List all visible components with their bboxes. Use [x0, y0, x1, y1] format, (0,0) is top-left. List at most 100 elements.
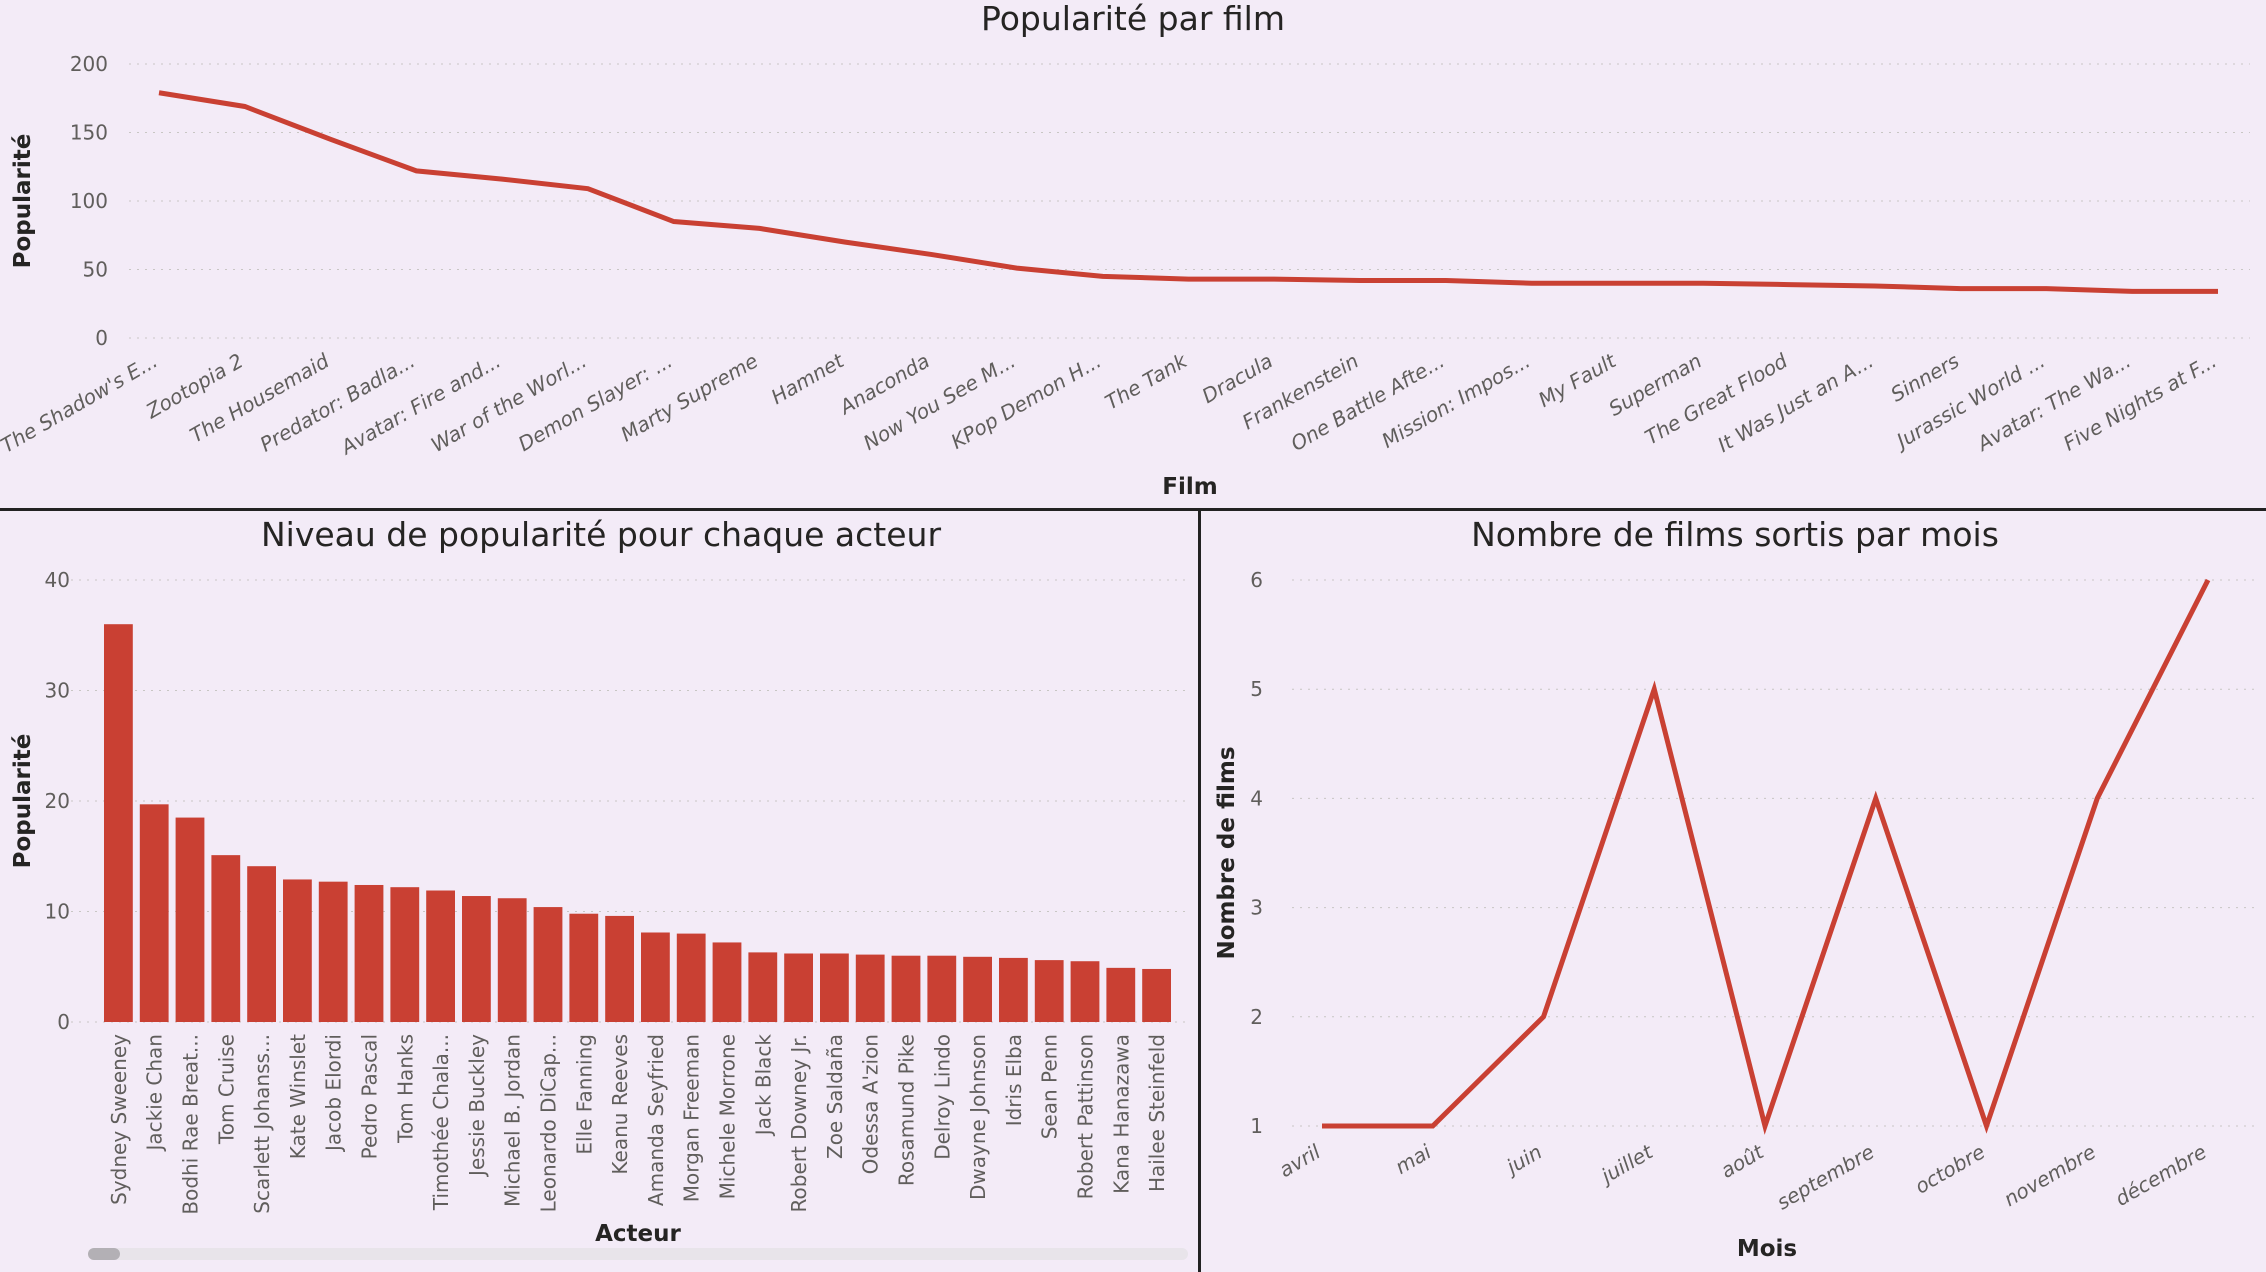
y-tick-label: 6	[1250, 568, 1263, 592]
x-tick-label: Timothée Chala...	[429, 1034, 453, 1211]
film-popularity-panel: Popularité par film 0 50 100 150 200 Popularit…	[0, 0, 2266, 511]
x-tick-label: Pedro Pascal	[358, 1034, 382, 1159]
y-tick-label: 10	[45, 900, 70, 924]
x-tick-label: Five Nights at F...	[2059, 349, 2220, 456]
x-tick-label: Sean Penn	[1038, 1034, 1062, 1139]
bar	[1106, 967, 1136, 1022]
chart-title: Popularité par film	[981, 0, 1285, 38]
y-tick-label: 2	[1250, 1005, 1263, 1029]
bar	[283, 879, 312, 1022]
x-tick-label: Leonardo DiCap...	[537, 1034, 561, 1212]
x-tick-label: The Tank	[1101, 348, 1192, 415]
monthly-releases-panel: Nombre de films sortis par mois 1 2 3 4 5 6 Nom…	[1201, 511, 2266, 1272]
x-tick-label: Bodhi Rae Breat...	[179, 1034, 203, 1215]
x-tick-label: Dwayne Johnson	[966, 1034, 990, 1200]
bar	[211, 855, 241, 1022]
bar	[390, 887, 420, 1022]
x-tick-label: Now You See M...	[859, 349, 1019, 455]
bar	[963, 956, 992, 1022]
bar	[605, 915, 634, 1022]
bar	[175, 817, 205, 1022]
x-tick-label: décembre	[2111, 1140, 2210, 1211]
x-tick-label: Elle Fanning	[572, 1034, 596, 1155]
bar	[1034, 960, 1064, 1022]
horizontal-scrollbar[interactable]	[88, 1248, 1188, 1260]
bar	[676, 933, 706, 1022]
y-tick-label: 30	[45, 679, 70, 703]
x-tick-label: Amanda Seyfried	[644, 1034, 668, 1206]
y-tick-label: 4	[1250, 786, 1263, 810]
x-tick-label: Scarlett Johanss...	[250, 1034, 274, 1214]
bar	[533, 907, 563, 1022]
y-axis-label: Popularité	[10, 134, 36, 269]
x-tick-label: Rosamund Pike	[895, 1034, 919, 1186]
x-tick-label: Robert Pattinson	[1074, 1034, 1098, 1199]
x-axis-label: Acteur	[595, 1221, 681, 1247]
bar	[497, 898, 527, 1022]
x-tick-label: Morgan Freeman	[680, 1034, 704, 1202]
film-popularity-chart: Popularité par film 0 50 100 150 200 Popularit…	[0, 0, 2250, 500]
x-tick-label: The Shadow's E...	[0, 349, 161, 458]
monthly-releases-chart: Nombre de films sortis par mois 1 2 3 4 5 6 Nom…	[1214, 515, 2256, 1262]
bar	[712, 942, 742, 1022]
x-tick-label: Idris Elba	[1002, 1034, 1026, 1126]
bar	[247, 866, 276, 1022]
bar	[820, 953, 849, 1022]
chart-title: Niveau de popularité pour chaque acteur	[261, 515, 941, 554]
x-tick-label: juillet	[1594, 1139, 1657, 1189]
scrollbar-thumb[interactable]	[88, 1248, 120, 1260]
x-tick-label: Jurassic World ...	[1889, 349, 2049, 455]
y-axis-label: Nombre de films	[1214, 746, 1240, 959]
bar	[426, 890, 455, 1022]
x-tick-label: It Was Just an A...	[1713, 349, 1877, 457]
bar	[354, 884, 384, 1022]
x-tick-label: Avatar: The Wa...	[1971, 349, 2134, 457]
bar	[139, 804, 169, 1022]
x-tick-label: Jessie Buckley	[465, 1034, 489, 1178]
bar	[891, 955, 921, 1022]
x-tick-label: Odessa A'zion	[859, 1034, 883, 1174]
x-axis-label: Mois	[1737, 1236, 1797, 1262]
y-tick-label: 200	[70, 52, 108, 76]
y-tick-label: 100	[70, 189, 108, 213]
bar	[1142, 968, 1171, 1022]
bar	[927, 955, 957, 1022]
x-tick-label: War of the Worl...	[427, 349, 591, 457]
y-tick-label: 5	[1250, 677, 1263, 701]
bar	[748, 952, 778, 1022]
x-tick-label: Jack Black	[751, 1034, 775, 1138]
x-tick-label: avril	[1275, 1139, 1325, 1182]
y-tick-label: 50	[83, 258, 108, 282]
x-tick-label: Mission: Impos...	[1378, 349, 1535, 453]
bar	[318, 881, 348, 1022]
x-tick-label: Jacob Elordi	[322, 1034, 346, 1153]
bar	[462, 896, 491, 1022]
actor-popularity-chart: Niveau de popularité pour chaque acteur 0…	[10, 515, 1190, 1247]
x-tick-label: Kate Winslet	[286, 1034, 310, 1159]
x-tick-label: septembre	[1772, 1140, 1878, 1215]
x-tick-label: Tom Hanks	[393, 1034, 417, 1144]
bar	[1070, 961, 1100, 1022]
x-tick-label: Kana Hanazawa	[1109, 1034, 1133, 1194]
x-tick-label: Sydney Sweeney	[107, 1034, 131, 1205]
y-tick-label: 0	[57, 1010, 70, 1034]
x-tick-label: Jackie Chan	[143, 1034, 167, 1153]
actor-popularity-panel: Niveau de popularité pour chaque acteur 0…	[0, 511, 1201, 1272]
bar	[784, 953, 813, 1022]
x-tick-label: Michael B. Jordan	[501, 1034, 525, 1207]
y-tick-label: 0	[95, 326, 108, 350]
x-tick-label: novembre	[2000, 1140, 2100, 1212]
x-tick-label: Hailee Steinfeld	[1145, 1034, 1169, 1192]
x-tick-label: Robert Downey Jr.	[787, 1034, 811, 1212]
x-tick-label: octobre	[1911, 1140, 1989, 1199]
x-tick-label: Avatar: Fire and...	[335, 349, 504, 461]
series-line	[158, 90, 2218, 294]
x-axis-label: Film	[1162, 474, 1217, 500]
x-tick-label: Michele Morrone	[716, 1034, 740, 1199]
x-tick-label: Demon Slayer: ...	[514, 349, 676, 457]
x-tick-label: août	[1717, 1139, 1769, 1183]
x-tick-label: Keanu Reeves	[608, 1034, 632, 1175]
bar	[104, 624, 133, 1022]
x-tick-label: One Battle Afte...	[1287, 349, 1449, 456]
y-tick-label: 1	[1250, 1114, 1263, 1138]
